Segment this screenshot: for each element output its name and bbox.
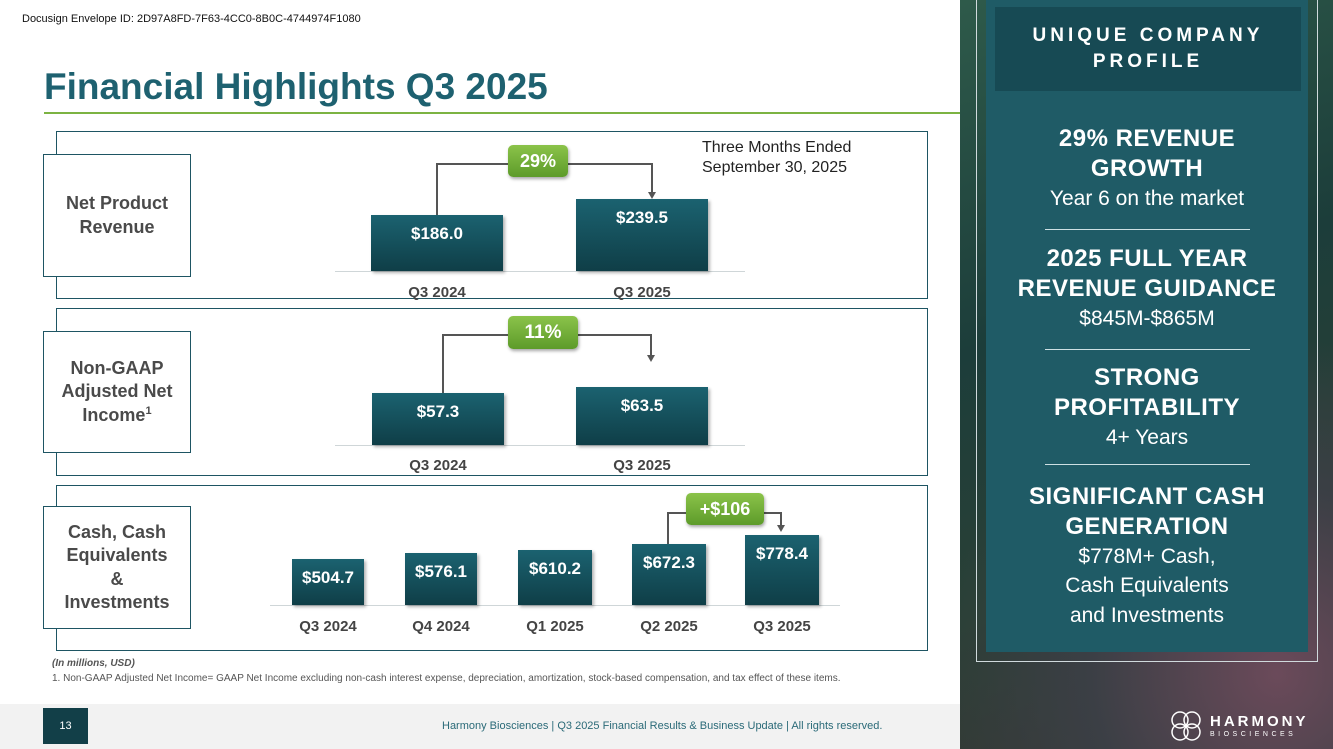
net-income-panel bbox=[56, 308, 928, 476]
footnote: 1. Non-GAAP Adjusted Net Income= GAAP Ne… bbox=[52, 673, 841, 684]
growth-connector bbox=[436, 164, 438, 215]
revenue-category: Q3 2024 bbox=[408, 284, 466, 301]
growth-connector bbox=[780, 512, 782, 526]
stat-divider bbox=[1045, 349, 1250, 350]
title-divider bbox=[44, 112, 960, 114]
net-income-growth-badge: 11% bbox=[508, 316, 578, 349]
growth-connector bbox=[651, 163, 653, 193]
revenue-label: Net Product Revenue bbox=[43, 154, 191, 277]
revenue-category: Q3 2025 bbox=[613, 284, 671, 301]
cash-growth-badge: +$106 bbox=[686, 493, 764, 525]
arrow-down-icon bbox=[647, 355, 655, 362]
stat-divider bbox=[1045, 229, 1250, 230]
arrow-down-icon bbox=[648, 192, 656, 199]
docusign-envelope-id: Docusign Envelope ID: 2D97A8FD-7F63-4CC0… bbox=[22, 13, 361, 25]
stat-guidance: 2025 FULL YEAR REVENUE GUIDANCE $845M-$86… bbox=[1017, 245, 1277, 330]
cash-bar-q3-2024: $504.7 bbox=[292, 559, 364, 605]
footnote-units: (In millions, USD) bbox=[52, 658, 135, 669]
period-label: Three Months Ended September 30, 2025 bbox=[702, 139, 852, 176]
stat-revenue-growth: 29% REVENUE GROWTH Year 6 on the market bbox=[1049, 125, 1245, 210]
cash-category: Q4 2024 bbox=[412, 618, 470, 635]
cash-bar-q2-2025: $672.3 bbox=[632, 544, 706, 605]
page-title: Financial Highlights Q3 2025 bbox=[44, 66, 548, 107]
revenue-baseline bbox=[335, 271, 745, 272]
cash-bar-q4-2024: $576.1 bbox=[405, 553, 477, 605]
logo-text: HARMONY bbox=[1210, 713, 1309, 730]
arrow-down-icon bbox=[777, 525, 785, 532]
page-number: 13 bbox=[43, 708, 88, 744]
cash-category: Q3 2024 bbox=[299, 618, 357, 635]
net-income-bar-q3-2024: $57.3 bbox=[372, 393, 504, 445]
growth-connector bbox=[442, 335, 444, 393]
cash-category: Q1 2025 bbox=[526, 618, 584, 635]
net-income-label: Non-GAAP Adjusted Net Income1 bbox=[43, 331, 191, 453]
footer-text: Harmony Biosciences | Q3 2025 Financial … bbox=[442, 720, 883, 732]
cash-bar-q3-2025: $778.4 bbox=[745, 535, 819, 605]
revenue-bar-q3-2024: $186.0 bbox=[371, 215, 503, 271]
cash-bar-q1-2025: $610.2 bbox=[518, 550, 592, 605]
revenue-growth-badge: 29% bbox=[508, 145, 568, 177]
net-income-bar-q3-2025: $63.5 bbox=[576, 387, 708, 445]
net-income-baseline bbox=[335, 445, 745, 446]
cash-label: Cash, Cash Equivalents & Investments bbox=[43, 506, 191, 629]
stat-divider bbox=[1045, 464, 1250, 465]
cash-category: Q3 2025 bbox=[753, 618, 811, 635]
net-income-category: Q3 2025 bbox=[613, 457, 671, 474]
profile-panel bbox=[986, 0, 1308, 652]
net-income-category: Q3 2024 bbox=[409, 457, 467, 474]
stat-cash-generation: SIGNIFICANT CASH GENERATION $778M+ Cash, C… bbox=[1029, 483, 1265, 627]
stat-profitability: STRONG PROFITABILITY 4+ Years bbox=[1053, 364, 1241, 449]
growth-connector bbox=[650, 334, 652, 356]
cash-baseline bbox=[270, 605, 840, 606]
profile-heading: UNIQUE COMPANY PROFILE bbox=[995, 7, 1301, 91]
logo-subtext: BIOSCIENCES bbox=[1210, 731, 1297, 738]
cash-category: Q2 2025 bbox=[640, 618, 698, 635]
revenue-bar-q3-2025: $239.5 bbox=[576, 199, 708, 271]
harmony-logo-icon bbox=[1171, 711, 1201, 741]
growth-connector bbox=[667, 513, 669, 544]
profile-outline bbox=[976, 0, 1318, 662]
footer-bar bbox=[0, 704, 960, 749]
